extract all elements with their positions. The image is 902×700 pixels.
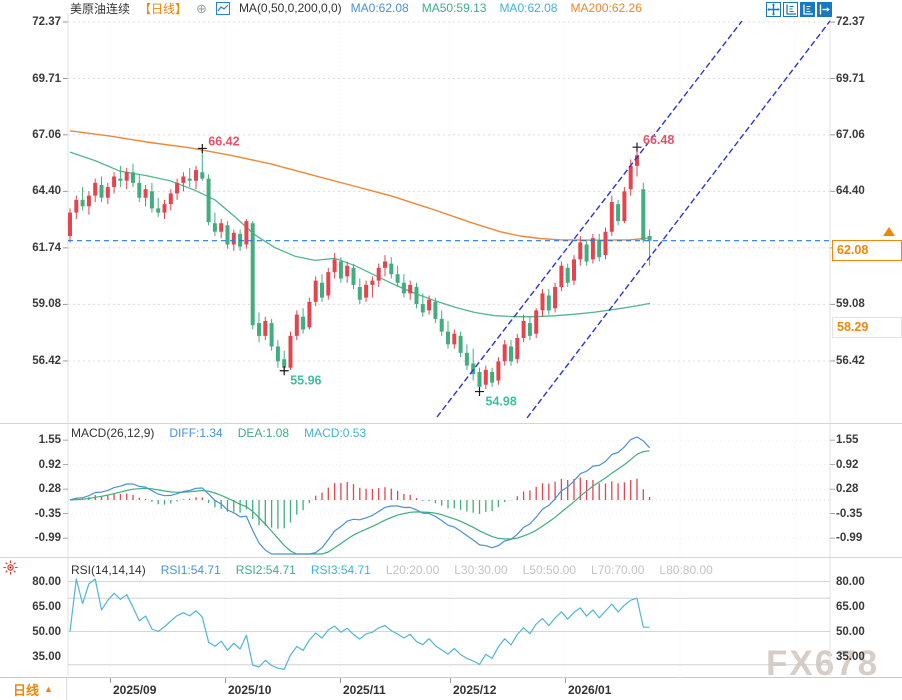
- time-axis-bar: 日线 ▲ 2025/09 2025/10 2025/11 2025/12 2026/01: [0, 677, 902, 700]
- rsi-level-label: L30:30.00: [454, 563, 508, 577]
- rsi-level-label: L20:20.00: [385, 563, 440, 577]
- axis-label: 65.00: [32, 600, 61, 613]
- axis-label: 0.92: [38, 458, 61, 471]
- axis-label: 69.71: [32, 72, 61, 85]
- axis-label: 35.00: [32, 650, 61, 663]
- axis-label: -0.99: [836, 532, 863, 545]
- macd-dea-value: DEA:1.08: [237, 426, 290, 440]
- axis-label: 0.92: [836, 458, 859, 471]
- time-label: 2025/10: [228, 683, 272, 697]
- period-selector-button[interactable]: 日线 ▲: [0, 678, 67, 700]
- axis-label: 35.00: [836, 650, 865, 663]
- axis-label: 80.00: [836, 575, 865, 588]
- rsi1-value: RSI1:54.71: [160, 563, 221, 577]
- ma-value: MA200:62.26: [570, 1, 642, 15]
- move-icon[interactable]: [766, 2, 781, 17]
- ma-value: MA0:62.08: [499, 1, 558, 15]
- axis-label: 72.37: [836, 16, 865, 28]
- chevron-up-icon: ▲: [44, 684, 53, 694]
- time-label: 2025/09: [113, 683, 157, 697]
- ma-values: MA0:62.08 MA50:59.13 MA0:62.08 MA200:62.26: [351, 1, 642, 15]
- axis-label: -0.99: [34, 532, 61, 545]
- extreme-price-label: 66.42: [208, 134, 239, 148]
- compare-add-icon[interactable]: ⊕: [196, 0, 207, 16]
- axis-label: 64.40: [836, 185, 865, 198]
- time-tick: [450, 678, 451, 683]
- axis-label: -0.35: [836, 507, 863, 520]
- time-tick: [565, 678, 566, 683]
- axis-label: 72.37: [32, 16, 61, 28]
- ma-value: MA0:62.08: [350, 1, 409, 15]
- axis-label: 65.00: [836, 600, 865, 613]
- rsi2-value: RSI2:54.71: [235, 563, 296, 577]
- axis-label: 59.08: [836, 298, 865, 311]
- chart-style-icon[interactable]: [215, 1, 230, 15]
- macd-hist-value: MACD:0.53: [304, 426, 367, 440]
- axis-label: 56.42: [836, 354, 865, 367]
- symbol-title: 美原油连续: [70, 1, 131, 16]
- chart-toolbar: [766, 2, 832, 17]
- rsi3-value: RSI3:54.71: [310, 563, 371, 577]
- axis-label: 67.06: [32, 128, 61, 141]
- indicator-settings-icon[interactable]: [3, 560, 18, 575]
- axis-label: 0.28: [38, 483, 61, 496]
- axis-scale-active-icon[interactable]: [800, 2, 815, 17]
- rsi-params-label: RSI(14,14,14): [71, 563, 146, 577]
- time-tick: [340, 678, 341, 683]
- price-up-arrow-icon: [883, 227, 895, 236]
- axis-label: 59.08: [32, 298, 61, 311]
- axis-label: -0.35: [34, 507, 61, 520]
- period-button-label: 日线: [13, 682, 40, 698]
- ma-settings-label: MA(0,50,0,200,0,0): [238, 1, 342, 15]
- time-label: 2025/11: [343, 683, 386, 697]
- axis-range-icon[interactable]: [783, 2, 798, 17]
- axis-label: 69.71: [836, 72, 865, 85]
- header-bar: 美原油连续 【日线】 ⊕ MA(0,50,0,200,0,0) MA0:62.0…: [70, 0, 642, 16]
- prev-settle-box: 58.29: [832, 317, 902, 338]
- extreme-price-label: 54.98: [486, 395, 517, 409]
- axis-label: 67.06: [836, 128, 865, 141]
- macd-diff-value: DIFF:1.34: [169, 426, 223, 440]
- last-price-box: 62.08: [832, 240, 902, 261]
- rsi-level-label: L50:50.00: [522, 563, 577, 577]
- extreme-price-label: 66.48: [643, 133, 674, 147]
- macd-params-label: MACD(26,12,9): [71, 426, 155, 440]
- axis-label: 1.55: [38, 434, 61, 447]
- ma-value: MA50:59.13: [421, 1, 487, 15]
- axis-label: 64.40: [32, 185, 61, 198]
- extreme-price-label: 55.96: [290, 374, 321, 388]
- time-tick: [110, 678, 111, 683]
- period-tag: 【日线】: [139, 1, 188, 16]
- axis-label: 0.28: [836, 483, 859, 496]
- axis-label: 50.00: [32, 625, 61, 638]
- macd-header: MACD(26,12,9) DIFF:1.34 DEA:1.08 MACD:0.…: [71, 426, 366, 440]
- axis-label: 50.00: [836, 625, 865, 638]
- time-label: 2025/12: [453, 683, 497, 697]
- time-tick: [225, 678, 226, 683]
- axis-label: 80.00: [32, 575, 61, 588]
- axis-label: 61.74: [32, 241, 61, 254]
- axis-label: 1.55: [836, 434, 859, 447]
- pan-to-latest-icon[interactable]: [817, 2, 832, 17]
- rsi-level-label: L70:70.00: [591, 563, 645, 577]
- rsi-header: RSI(14,14,14) RSI1:54.71 RSI2:54.71 RSI3…: [71, 563, 713, 577]
- time-label: 2026/01: [568, 683, 612, 697]
- rsi-level-label: L80:80.00: [659, 563, 713, 577]
- axis-label: 56.42: [32, 354, 61, 367]
- rsi-level-labels: L20:20.00 L30:30.00 L50:50.00 L70:70.00 L80:…: [386, 563, 713, 577]
- watermark: FX678: [766, 644, 880, 683]
